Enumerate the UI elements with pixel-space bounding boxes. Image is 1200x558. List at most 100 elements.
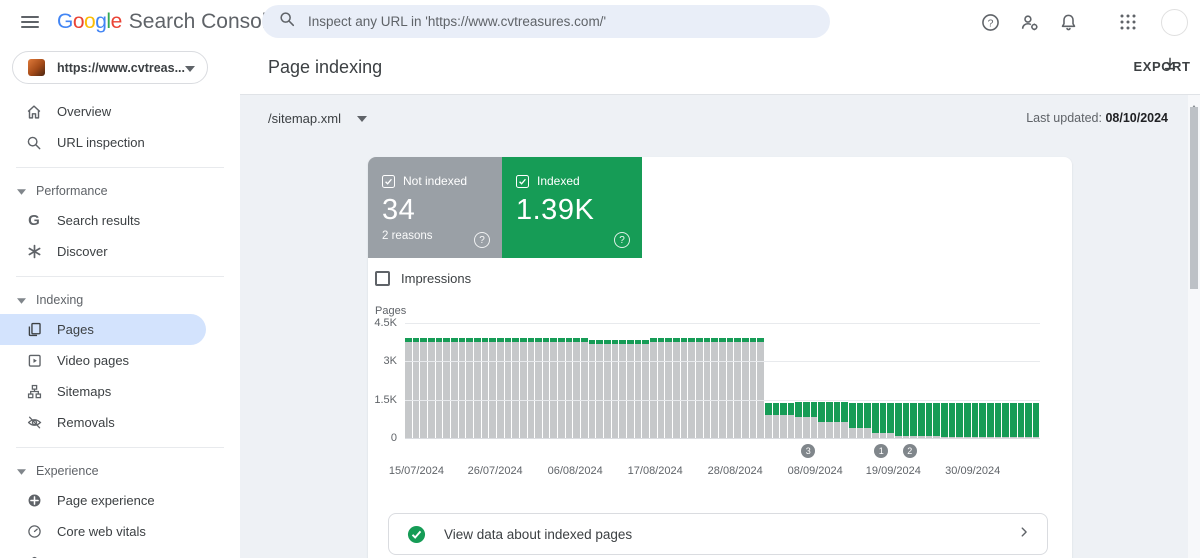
export-button[interactable]: EXPORT [1133,56,1190,77]
apps-grid-icon[interactable] [1117,11,1139,33]
chart-bar[interactable] [650,338,657,438]
menu-icon[interactable] [21,16,39,28]
chart-bar[interactable] [764,402,772,438]
annotation-badge[interactable]: 1 [874,444,889,458]
chart-bar[interactable] [466,338,473,438]
sidebar-item-sitemaps[interactable]: Sitemaps [0,376,240,407]
chart-bar[interactable] [481,338,489,438]
sidebar-item-discover[interactable]: Discover [0,236,240,267]
chart-bar[interactable] [1032,402,1040,438]
section-experience[interactable]: Experience [0,457,240,485]
scroll-up-arrow-icon[interactable] [1190,98,1198,111]
help-icon[interactable]: ? [614,232,630,248]
chart-bar[interactable] [672,338,680,438]
chart-bar[interactable] [512,338,519,438]
chart-bar[interactable] [565,338,573,438]
chart-bar[interactable] [405,338,412,438]
chart-bar[interactable] [695,338,703,438]
chart-bar[interactable] [504,338,512,438]
sidebar-item-removals[interactable]: Removals [0,407,240,438]
section-performance[interactable]: Performance [0,177,240,205]
chart-bar[interactable] [971,402,979,438]
help-icon[interactable]: ? [979,11,1001,33]
chart-bar[interactable] [895,402,902,438]
chart-bar[interactable] [550,338,558,438]
chart-bar[interactable] [841,402,849,438]
unchecked-checkbox-icon[interactable] [375,271,390,286]
sidebar-item-video-pages[interactable]: Video pages [0,345,240,376]
chart-bar[interactable] [443,338,450,438]
chart-bar[interactable] [1025,402,1032,438]
chart-bar[interactable] [642,340,649,438]
chart-bar[interactable] [933,402,940,438]
not-indexed-card[interactable]: Not indexed 34 2 reasons ? [368,157,502,258]
help-icon[interactable]: ? [474,232,490,248]
chart-bar[interactable] [940,402,948,438]
chart-bar[interactable] [596,340,604,438]
sidebar-item-url-inspection[interactable]: URL inspection [0,127,240,158]
user-avatar[interactable] [1161,8,1188,36]
chart-bar[interactable] [887,402,894,438]
chart-bar[interactable] [665,338,672,438]
chart-bar[interactable] [611,340,619,438]
chart-bar[interactable] [604,340,611,438]
chart-bar[interactable] [902,402,910,438]
chart-bar[interactable] [1002,402,1009,438]
chart-bar[interactable] [879,402,887,438]
chart-bar[interactable] [956,402,963,438]
chart-bar[interactable] [864,402,872,438]
chart-bar[interactable] [450,338,458,438]
chart-bar[interactable] [535,338,542,438]
chart-bar[interactable] [657,338,665,438]
chart-bar[interactable] [703,338,711,438]
chart-bar[interactable] [948,402,956,438]
checked-checkbox-icon[interactable] [516,174,529,188]
chart-bar[interactable] [986,402,994,438]
chart-bar[interactable] [979,402,986,438]
chart-bar[interactable] [726,338,734,438]
annotation-badge[interactable]: 2 [902,444,917,458]
chart-bar[interactable] [826,402,833,438]
chart-bar[interactable] [833,402,841,438]
url-inspection-search-bar[interactable] [262,5,830,38]
chart-bar[interactable] [787,402,795,438]
google-logo[interactable]: Google Search Console [57,10,278,34]
chart-bar[interactable] [412,338,420,438]
manage-users-icon[interactable] [1018,11,1040,33]
chart-bar[interactable] [619,340,627,438]
section-indexing[interactable]: Indexing [0,286,240,314]
chart-bar[interactable] [718,338,726,438]
chart-bar[interactable] [818,402,826,438]
chart-bar[interactable] [581,338,588,438]
chart-bar[interactable] [573,338,581,438]
chart-bar[interactable] [963,402,971,438]
chart-bar[interactable] [994,402,1002,438]
sidebar-item-overview[interactable]: Overview [0,96,240,127]
sidebar-item-page-experience[interactable]: Page experience [0,485,240,516]
chart-bar[interactable] [711,338,718,438]
chart-bar[interactable] [795,402,803,438]
chart-bar[interactable] [634,340,642,438]
sidebar-item-https[interactable]: HTTPS [0,547,240,558]
chart-bar[interactable] [588,340,596,438]
chart-bar[interactable] [810,402,818,438]
notifications-icon[interactable] [1057,11,1079,33]
checked-checkbox-icon[interactable] [382,174,395,188]
indexed-card[interactable]: Indexed 1.39K ? [502,157,642,258]
chart-bar[interactable] [849,402,856,438]
sidebar-item-search-results[interactable]: G Search results [0,205,240,236]
chart-bar[interactable] [496,338,504,438]
chart-bar[interactable] [1009,402,1017,438]
scrollbar-thumb[interactable] [1190,107,1198,289]
sidebar-item-core-web-vitals[interactable]: Core web vitals [0,516,240,547]
chart-bar[interactable] [527,338,535,438]
chart-bar[interactable] [734,338,741,438]
chart-bar[interactable] [519,338,527,438]
chart-bar[interactable] [917,402,925,438]
chart-bar[interactable] [420,338,427,438]
sitemap-filter-dropdown[interactable]: /sitemap.xml [268,109,367,127]
chart-bar[interactable] [688,338,695,438]
chart-bar[interactable] [1017,402,1025,438]
view-data-row[interactable]: View data about indexed pages [388,513,1048,555]
chart-bar[interactable] [872,402,879,438]
